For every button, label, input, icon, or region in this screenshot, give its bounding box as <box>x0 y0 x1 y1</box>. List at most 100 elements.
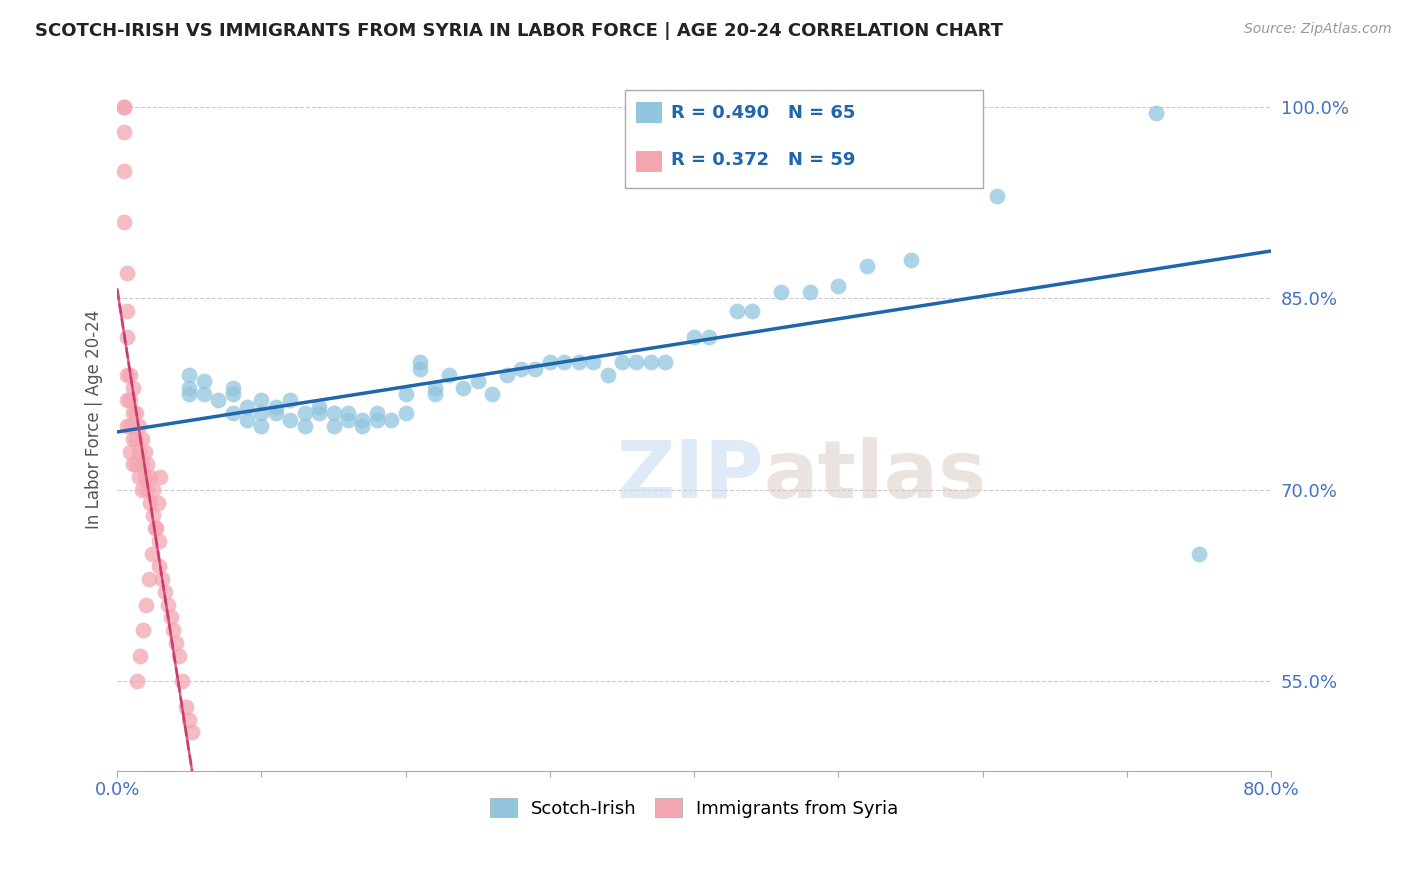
Point <box>141 547 163 561</box>
Point <box>112 125 135 139</box>
Point <box>156 598 179 612</box>
Point <box>423 387 446 401</box>
Point <box>139 470 162 484</box>
Point <box>207 393 229 408</box>
Point <box>900 253 922 268</box>
Point <box>683 329 706 343</box>
Point <box>193 387 215 401</box>
Point <box>725 304 748 318</box>
Point <box>179 387 201 401</box>
FancyBboxPatch shape <box>624 89 983 188</box>
Point <box>159 610 181 624</box>
Point <box>131 432 153 446</box>
Point <box>395 387 418 401</box>
Point <box>148 533 170 548</box>
Legend: Scotch-Irish, Immigrants from Syria: Scotch-Irish, Immigrants from Syria <box>482 791 905 825</box>
Point <box>128 470 150 484</box>
Point <box>467 374 489 388</box>
Point <box>409 361 432 376</box>
Point <box>131 483 153 497</box>
Point <box>145 521 167 535</box>
Point <box>741 304 763 318</box>
Point <box>336 406 359 420</box>
Point <box>162 624 184 638</box>
Point <box>697 329 720 343</box>
Point <box>336 412 359 426</box>
Point <box>134 444 156 458</box>
Point <box>856 260 879 274</box>
Point <box>132 624 155 638</box>
Text: ZIP: ZIP <box>616 437 763 515</box>
Point <box>322 406 344 420</box>
Point <box>640 355 662 369</box>
Text: Source: ZipAtlas.com: Source: ZipAtlas.com <box>1244 22 1392 37</box>
Point <box>236 400 259 414</box>
Point <box>538 355 561 369</box>
Point <box>181 725 204 739</box>
Point <box>117 329 139 343</box>
Point <box>553 355 575 369</box>
Point <box>125 432 148 446</box>
Point <box>582 355 605 369</box>
Point <box>120 393 142 408</box>
Point <box>117 368 139 382</box>
Point <box>423 381 446 395</box>
Point <box>510 361 533 376</box>
Point <box>221 381 243 395</box>
Point <box>1188 547 1211 561</box>
Point <box>125 406 148 420</box>
Point <box>148 559 170 574</box>
Point <box>481 387 503 401</box>
Point <box>986 189 1008 203</box>
Point <box>524 361 547 376</box>
Point <box>150 572 173 586</box>
Point <box>128 444 150 458</box>
Point <box>112 163 135 178</box>
Text: R = 0.372   N = 59: R = 0.372 N = 59 <box>671 151 855 169</box>
Point <box>294 406 316 420</box>
Point <box>120 419 142 434</box>
Point <box>395 406 418 420</box>
Point <box>142 483 165 497</box>
Point <box>193 374 215 388</box>
Point <box>120 444 142 458</box>
Point <box>278 412 301 426</box>
Text: SCOTCH-IRISH VS IMMIGRANTS FROM SYRIA IN LABOR FORCE | AGE 20-24 CORRELATION CHA: SCOTCH-IRISH VS IMMIGRANTS FROM SYRIA IN… <box>35 22 1002 40</box>
Point <box>139 495 162 509</box>
Point <box>322 419 344 434</box>
Point <box>143 521 166 535</box>
Point <box>799 285 821 299</box>
Point <box>127 674 149 689</box>
Point <box>352 419 374 434</box>
Point <box>125 458 148 472</box>
Point <box>769 285 792 299</box>
Point <box>626 355 648 369</box>
Point <box>112 100 135 114</box>
Point <box>278 393 301 408</box>
Point <box>827 278 849 293</box>
Point <box>264 400 287 414</box>
Point <box>149 470 172 484</box>
Point <box>380 412 402 426</box>
Point <box>122 432 145 446</box>
Point <box>1144 106 1167 120</box>
Point <box>409 355 432 369</box>
Point <box>179 368 201 382</box>
FancyBboxPatch shape <box>637 152 662 172</box>
Point <box>236 412 259 426</box>
Point <box>129 648 152 663</box>
Point <box>153 585 176 599</box>
Point <box>134 470 156 484</box>
Point <box>122 381 145 395</box>
Point <box>146 495 169 509</box>
Point <box>221 406 243 420</box>
Point <box>179 713 201 727</box>
Point <box>654 355 676 369</box>
Point <box>117 393 139 408</box>
Point <box>308 400 330 414</box>
Point <box>366 412 388 426</box>
Point <box>142 508 165 523</box>
Text: R = 0.490   N = 65: R = 0.490 N = 65 <box>671 103 855 121</box>
Point <box>596 368 619 382</box>
Point <box>128 419 150 434</box>
